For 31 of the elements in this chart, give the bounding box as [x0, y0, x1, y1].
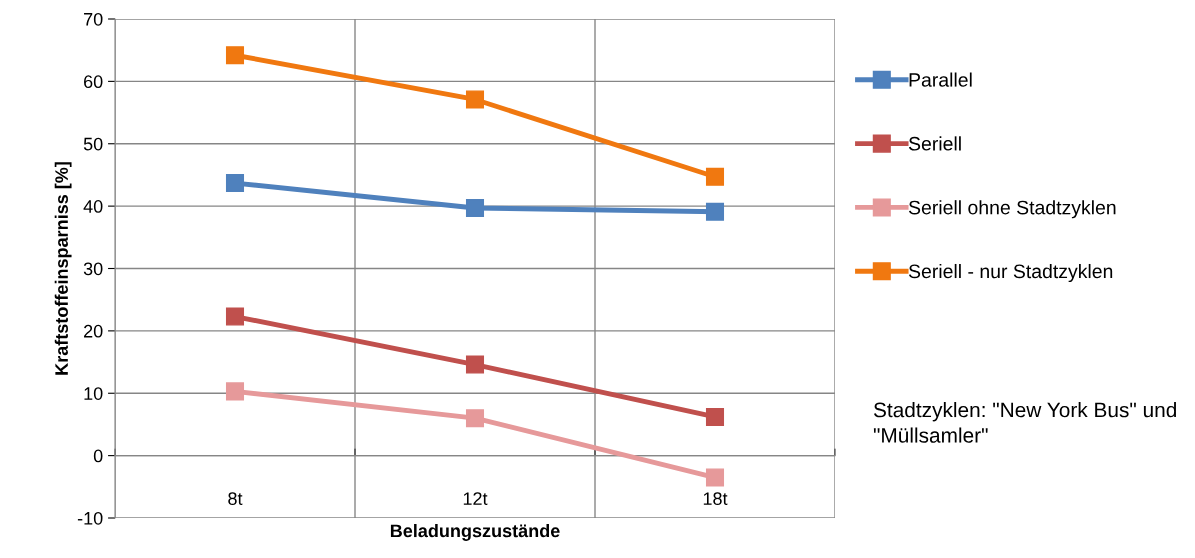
- y-tick-label: 60: [84, 75, 103, 89]
- point: [225, 382, 245, 401]
- point: [705, 202, 725, 221]
- y-tick-label: 20: [84, 324, 103, 338]
- point: [465, 90, 485, 109]
- text: Stadtzyklen: "New York Bus" und "Müllsamler": [873, 402, 1176, 443]
- point: [465, 355, 485, 374]
- x-tick-label: 18t: [703, 492, 728, 505]
- point: [465, 198, 485, 218]
- y-tick-label: 10: [84, 387, 103, 400]
- legend-label: Seriell: [908, 136, 961, 151]
- y-tick-label: -10: [77, 511, 103, 525]
- point: [705, 407, 725, 426]
- point: [225, 307, 245, 326]
- x-tick-label: 12t: [463, 492, 488, 505]
- y-tick-label: 30: [83, 262, 103, 276]
- point: [705, 468, 725, 487]
- point: [465, 409, 485, 428]
- y-tick-label: 50: [83, 137, 103, 151]
- y-axis-title: Kraftstoffeinsparniss [%]: [54, 162, 72, 375]
- x-tick-label: 8t: [228, 492, 243, 505]
- point: [225, 46, 245, 65]
- point: [705, 167, 725, 186]
- legend-label: Seriell ohne Stadtzyklen: [908, 200, 1116, 219]
- y-tick-label: 70: [84, 12, 103, 26]
- y-tick-label: 40: [83, 200, 103, 213]
- x-axis-title: Beladungszustände: [390, 523, 560, 541]
- y-tick-label: 0: [93, 449, 103, 463]
- legend-label: Parallel: [909, 72, 972, 87]
- point: [225, 174, 245, 193]
- legend-label: Seriell - nur Stadtzyklen: [908, 263, 1113, 283]
